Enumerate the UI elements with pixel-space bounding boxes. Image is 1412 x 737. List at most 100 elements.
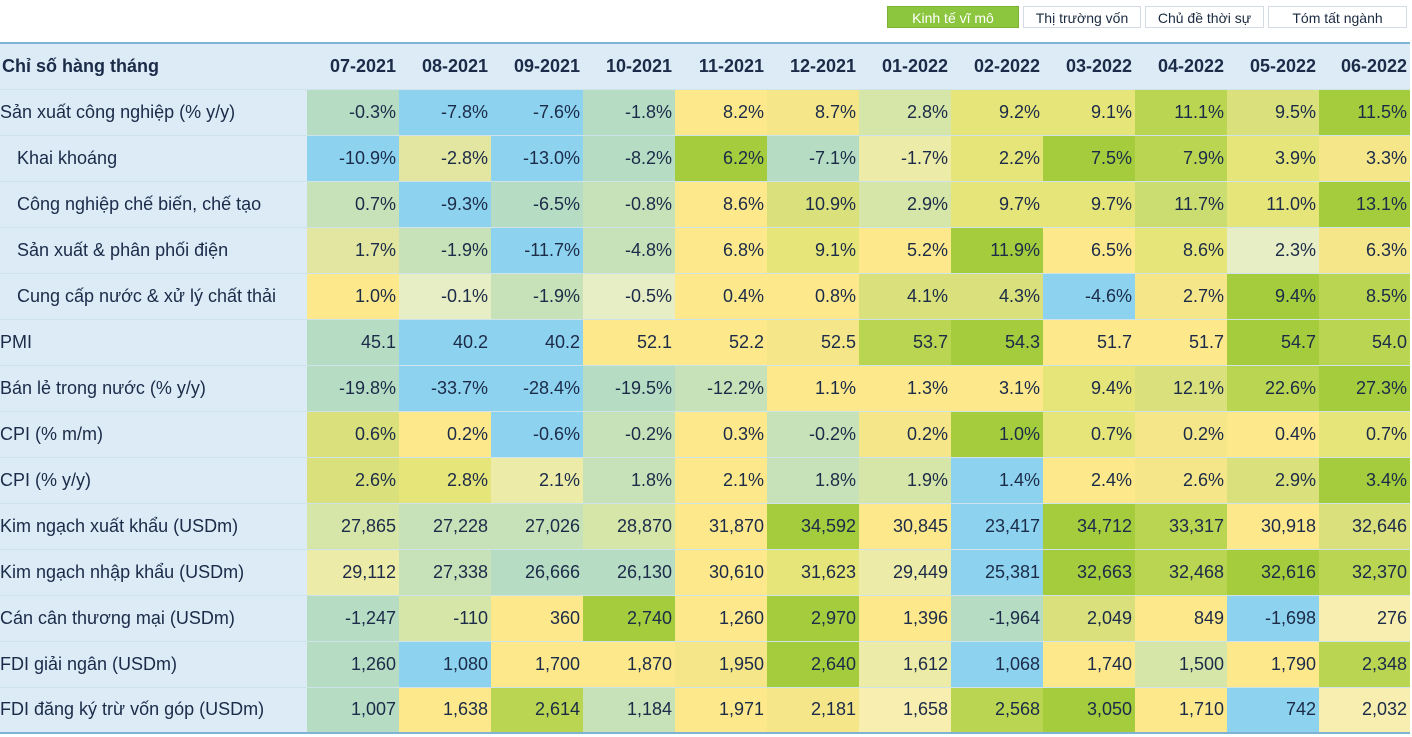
value-cell: -19.5% — [583, 365, 675, 412]
value-cell: 31,870 — [675, 503, 767, 550]
month-header: 01-2022 — [859, 42, 951, 90]
value-cell: -19.8% — [307, 365, 399, 412]
value-cell: 27,865 — [307, 503, 399, 550]
value-cell: 1.7% — [307, 227, 399, 274]
value-cell: -28.4% — [491, 365, 583, 412]
value-cell: 8.5% — [1319, 273, 1410, 320]
tab-kinh-te-vi-mo[interactable]: Kinh tế vĩ mô — [887, 6, 1019, 28]
value-cell: 1,710 — [1135, 687, 1227, 734]
row-label: Khai khoáng — [0, 135, 307, 182]
value-cell: 11.0% — [1227, 181, 1319, 228]
value-cell: 28,870 — [583, 503, 675, 550]
month-header: 07-2021 — [307, 42, 399, 90]
value-cell: -13.0% — [491, 135, 583, 182]
value-cell: 27.3% — [1319, 365, 1410, 412]
value-cell: 26,666 — [491, 549, 583, 596]
value-cell: 1.1% — [767, 365, 859, 412]
value-cell: 29,449 — [859, 549, 951, 596]
row-label: FDI giải ngân (USDm) — [0, 641, 307, 688]
value-cell: 6.3% — [1319, 227, 1410, 274]
value-cell: 34,712 — [1043, 503, 1135, 550]
value-cell: 1,790 — [1227, 641, 1319, 688]
row-label: FDI đăng ký trừ vốn góp (USDm) — [0, 687, 307, 734]
tab-tom-tat-nganh[interactable]: Tóm tất ngành — [1268, 6, 1407, 28]
value-cell: 1,638 — [399, 687, 491, 734]
row-label: PMI — [0, 319, 307, 366]
value-cell: 13.1% — [1319, 181, 1410, 228]
table-row: FDI đăng ký trừ vốn góp (USDm) 1,007 1,638… — [0, 687, 1410, 734]
tab-chu-de-thoi-su[interactable]: Chủ đề thời sự — [1145, 6, 1264, 28]
row-label: Kim ngạch xuất khẩu (USDm) — [0, 503, 307, 550]
month-header: 09-2021 — [491, 42, 583, 90]
value-cell: 8.2% — [675, 89, 767, 136]
value-cell: 33,317 — [1135, 503, 1227, 550]
value-cell: -1.7% — [859, 135, 951, 182]
value-cell: 0.7% — [1319, 411, 1410, 458]
value-cell: 32,370 — [1319, 549, 1410, 596]
row-label: Kim ngạch nhập khẩu (USDm) — [0, 549, 307, 596]
table-row: Kim ngạch xuất khẩu (USDm) 27,865 27,228 27… — [0, 503, 1410, 550]
value-cell: 30,918 — [1227, 503, 1319, 550]
value-cell: -7.1% — [767, 135, 859, 182]
value-cell: 276 — [1319, 595, 1410, 642]
value-cell: 0.4% — [1227, 411, 1319, 458]
value-cell: -4.6% — [1043, 273, 1135, 320]
value-cell: 3.9% — [1227, 135, 1319, 182]
value-cell: -1.9% — [491, 273, 583, 320]
table-row: PMI 45.1 40.2 40.2 52.1 52.2 52.5 53.7 54.3 51.7 5… — [0, 319, 1410, 366]
value-cell: 1,080 — [399, 641, 491, 688]
value-cell: 1,950 — [675, 641, 767, 688]
value-cell: 54.3 — [951, 319, 1043, 366]
value-cell: 1,068 — [951, 641, 1043, 688]
value-cell: 1.8% — [583, 457, 675, 504]
value-cell: 9.7% — [1043, 181, 1135, 228]
value-cell: 0.4% — [675, 273, 767, 320]
value-cell: 10.9% — [767, 181, 859, 228]
table-row: Cán cân thương mại (USDm) -1,247 -110 360 2,… — [0, 595, 1410, 642]
value-cell: 1.8% — [767, 457, 859, 504]
value-cell: 51.7 — [1043, 319, 1135, 366]
month-header: 02-2022 — [951, 42, 1043, 90]
month-header: 05-2022 — [1227, 42, 1319, 90]
value-cell: 1,500 — [1135, 641, 1227, 688]
value-cell: -1,247 — [307, 595, 399, 642]
value-cell: 2,640 — [767, 641, 859, 688]
value-cell: 1.9% — [859, 457, 951, 504]
header-row: Chỉ số hàng tháng 07-2021 08-2021 09-202… — [0, 42, 1410, 90]
value-cell: 12.1% — [1135, 365, 1227, 412]
value-cell: 2.9% — [859, 181, 951, 228]
value-cell: 1,740 — [1043, 641, 1135, 688]
value-cell: 2.3% — [1227, 227, 1319, 274]
value-cell: -0.5% — [583, 273, 675, 320]
value-cell: 0.2% — [859, 411, 951, 458]
value-cell: -0.8% — [583, 181, 675, 228]
value-cell: 4.3% — [951, 273, 1043, 320]
value-cell: 52.2 — [675, 319, 767, 366]
value-cell: 0.2% — [1135, 411, 1227, 458]
value-cell: -7.8% — [399, 89, 491, 136]
table-body: Sản xuất công nghiệp (% y/y) -0.3% -7.8% -7… — [0, 89, 1410, 734]
tab-thi-truong-von[interactable]: Thị trường vốn — [1023, 6, 1141, 28]
value-cell: 9.1% — [1043, 89, 1135, 136]
value-cell: 8.7% — [767, 89, 859, 136]
value-cell: 32,646 — [1319, 503, 1410, 550]
value-cell: 1,612 — [859, 641, 951, 688]
table-row: Bán lẻ trong nước (% y/y) -19.8% -33.7% -28… — [0, 365, 1410, 412]
value-cell: 7.9% — [1135, 135, 1227, 182]
table-row: Công nghiệp chế biến, chế tạo 0.7% -9.3% -6… — [0, 181, 1410, 228]
month-header: 12-2021 — [767, 42, 859, 90]
value-cell: 27,026 — [491, 503, 583, 550]
value-cell: 0.6% — [307, 411, 399, 458]
table-row: Kim ngạch nhập khẩu (USDm) 29,112 27,338 26… — [0, 549, 1410, 596]
value-cell: 0.3% — [675, 411, 767, 458]
tab-bar: Kinh tế vĩ mô Thị trường vốn Chủ đề thời… — [887, 6, 1407, 28]
value-cell: -0.2% — [767, 411, 859, 458]
table-row: FDI giải ngân (USDm) 1,260 1,080 1,700 1,870… — [0, 641, 1410, 688]
value-cell: -9.3% — [399, 181, 491, 228]
value-cell: 1,971 — [675, 687, 767, 734]
value-cell: -0.3% — [307, 89, 399, 136]
month-header: 11-2021 — [675, 42, 767, 90]
value-cell: -33.7% — [399, 365, 491, 412]
value-cell: 26,130 — [583, 549, 675, 596]
value-cell: -110 — [399, 595, 491, 642]
